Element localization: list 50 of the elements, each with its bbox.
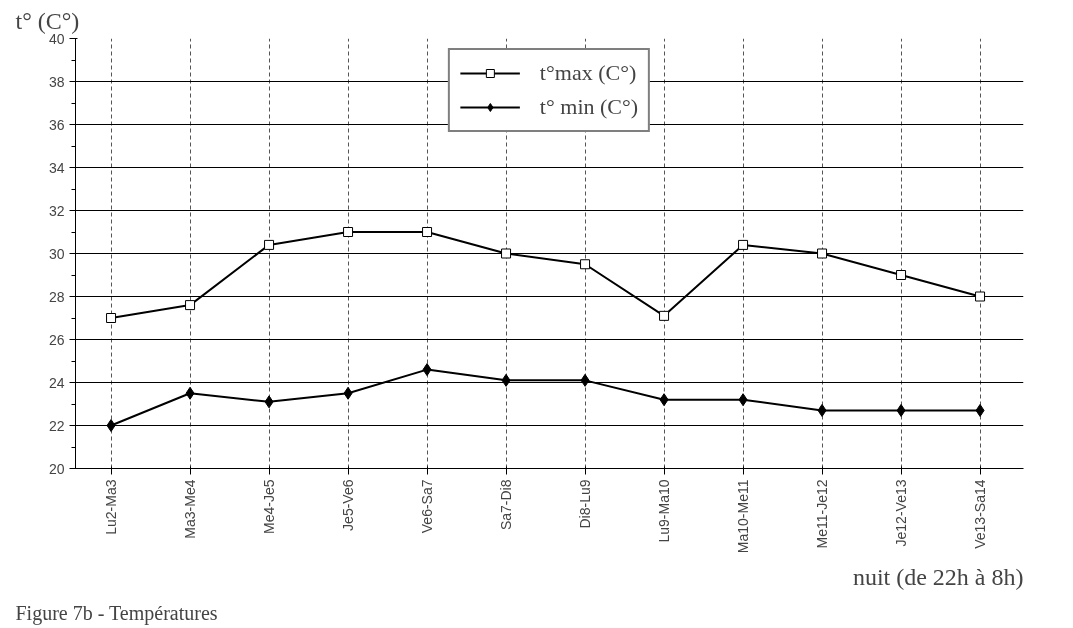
x-tick-label: Me11-Je12	[814, 479, 831, 549]
y-tick-label: 30	[48, 245, 65, 262]
y-tick-label: 20	[48, 460, 65, 477]
point	[580, 373, 590, 387]
point	[501, 248, 512, 259]
point	[896, 403, 906, 417]
x-axis-title: nuit (de 22h à 8h)	[852, 563, 1024, 590]
x-tick-label: Lu9-Ma10	[656, 479, 673, 543]
x-tick-label: Ma10-Me11	[735, 479, 752, 554]
point	[264, 395, 274, 409]
y-tick-label: 22	[48, 417, 65, 434]
legend-label: t° min (C°)	[539, 94, 639, 120]
y-tick-label: 24	[48, 374, 65, 391]
y-tick-label: 38	[48, 73, 65, 90]
point	[185, 300, 196, 311]
x-tick-label: Ve13-Sa14	[972, 479, 989, 549]
point	[106, 313, 117, 323]
x-tick-label: Ve6-Sa7	[419, 479, 436, 534]
y-tick-label: 32	[48, 202, 65, 219]
point	[975, 291, 986, 302]
y-tick-label: 34	[48, 159, 65, 176]
point	[422, 227, 433, 237]
x-tick-label: Je12-Ve13	[893, 479, 910, 547]
x-tick-label: Di8-Lu9	[577, 479, 594, 529]
point	[106, 419, 116, 432]
point	[185, 386, 195, 400]
point	[422, 363, 432, 377]
y-tick-label: 28	[48, 288, 65, 305]
x-tick-label: Ma3-Me4	[182, 479, 199, 539]
y-tick-label: 26	[48, 331, 65, 348]
point	[659, 393, 669, 407]
point	[343, 386, 353, 400]
x-tick-label: Me4-Je5	[261, 479, 278, 534]
x-tick-label: Je5-Ve6	[340, 479, 357, 531]
point	[264, 239, 275, 250]
point	[580, 259, 591, 270]
point	[817, 248, 828, 259]
x-tick-label: Sa7-Di8	[498, 479, 515, 531]
legend-label: t°max (C°)	[539, 60, 637, 86]
point	[738, 239, 749, 250]
y-tick-label: 36	[48, 116, 65, 133]
point	[343, 227, 354, 237]
x-tick-label: Lu2-Ma3	[103, 479, 120, 535]
point	[896, 270, 907, 280]
caption: Figure 7b - Températures	[15, 601, 218, 625]
point	[975, 403, 985, 417]
point	[659, 310, 670, 321]
point	[738, 393, 748, 407]
point	[501, 373, 511, 387]
point	[817, 403, 827, 417]
